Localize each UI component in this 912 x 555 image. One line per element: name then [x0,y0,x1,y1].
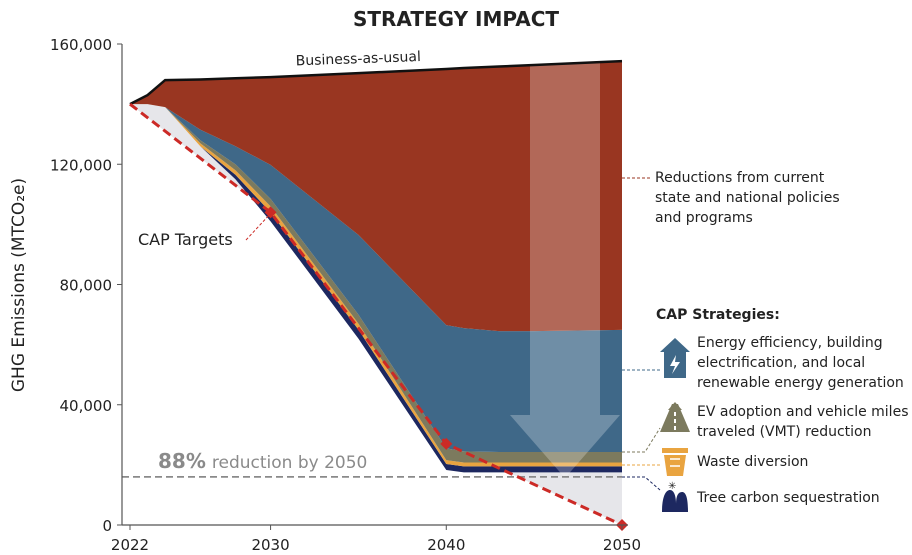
target-label: CAP Targets [138,230,233,249]
legend-label: Waste diversion [697,454,809,470]
target-marker [264,206,277,219]
below-target [130,104,622,525]
y-tick-label: 0 [102,517,112,535]
reference-label: 88% reduction by 2050 [158,449,367,473]
target-line [129,102,623,527]
area [130,104,622,452]
x-tick-label: 2040 [427,536,465,554]
target-marker [440,437,453,450]
x-tick-label: 2050 [603,536,641,554]
leader-line [245,211,273,241]
chart-title: STRATEGY IMPACT [353,7,559,31]
road-icon [660,402,690,432]
overlay: Business-as-usual 88% reduction by 2050 [122,49,628,531]
arrow-decoration [510,62,620,478]
y-axis-label: GHG Emissions (MTCO₂e) [9,178,29,392]
x-tick-label: 2030 [251,536,289,554]
house-icon [660,338,690,378]
leader-line [622,476,661,491]
area [130,61,622,332]
tree-icon: ✳ [662,481,688,512]
y-tick-label: 120,000 [50,156,112,174]
bau-line [129,59,623,106]
plot-area [130,61,622,525]
annotation: Reductions from current state and nation… [655,170,840,226]
legend-label: Energy efficiency, building electrificat… [697,335,904,391]
area [130,104,622,473]
y-tick-label: 40,000 [60,397,113,415]
waste-icon [662,448,688,476]
reference-text: reduction by 2050 [212,453,367,473]
legend-label: Tree carbon sequestration [697,490,880,506]
reference-percent: 88% [158,449,206,473]
y-tick-label: 160,000 [50,36,112,54]
x-tick-label: 2022 [111,536,149,554]
svg-text:✳: ✳ [668,481,676,492]
legend-label: EV adoption and vehicle miles traveled (… [697,404,909,440]
y-tick-label: 80,000 [60,277,113,295]
legend-title: CAP Strategies: [656,307,780,323]
leader-line [622,427,661,453]
bau-label: Business-as-usual [295,49,421,69]
